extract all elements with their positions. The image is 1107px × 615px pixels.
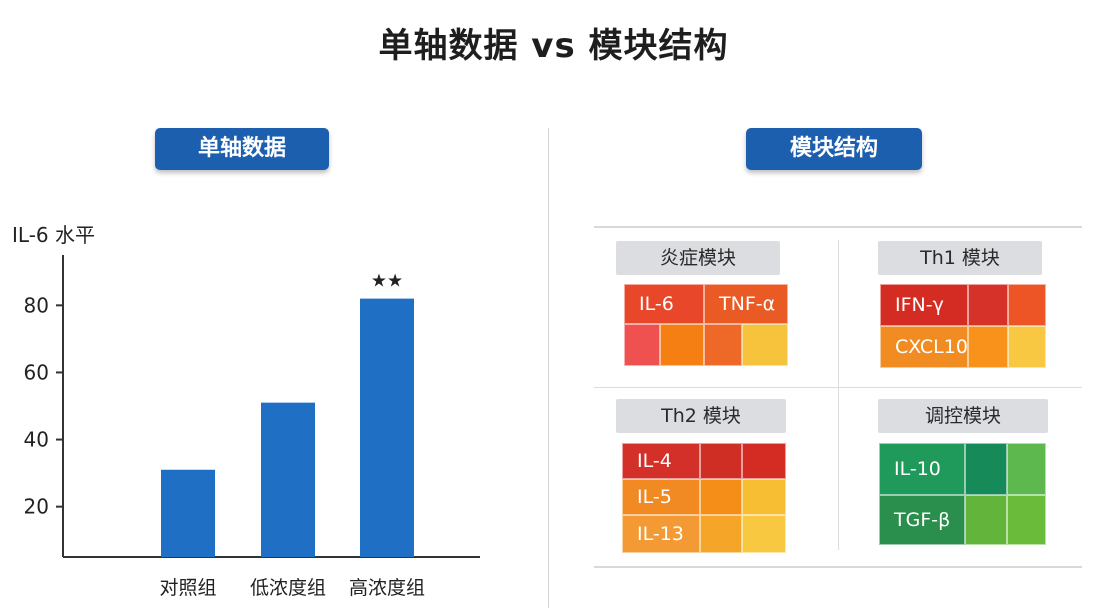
x-tick-label: 高浓度组 xyxy=(349,577,425,599)
x-tick-label: 低浓度组 xyxy=(250,577,326,599)
y-tick-label: 40 xyxy=(24,428,49,452)
heat-cell xyxy=(965,443,1007,495)
bar-1 xyxy=(161,469,215,557)
heat-cell xyxy=(704,324,742,366)
module-frame-bottom xyxy=(594,566,1082,568)
heat-cell xyxy=(1007,495,1046,545)
heat-cell xyxy=(660,324,704,366)
heat-cell xyxy=(700,479,742,515)
heat-cell xyxy=(1007,443,1046,495)
il6-bar-chart: IL-6 水平 20 40 60 80 对照组 低浓度组 高浓度组 ★★ xyxy=(12,223,480,599)
panel-divider xyxy=(548,128,549,608)
marker-cell: TNF-α xyxy=(704,284,788,324)
module-grid-vline xyxy=(838,240,839,550)
heat-cell xyxy=(624,324,660,366)
heat-cell xyxy=(742,443,786,479)
marker-cell: IL-6 xyxy=(624,284,704,324)
single-axis-label: 单轴数据 xyxy=(155,128,329,170)
heat-cell xyxy=(742,479,786,515)
marker-cell: IFN-γ xyxy=(880,284,968,326)
module-structure-label: 模块结构 xyxy=(746,128,922,170)
heat-cell xyxy=(742,515,786,553)
bar-2 xyxy=(261,402,315,557)
y-tick-label: 80 xyxy=(24,293,49,317)
y-tick-label: 20 xyxy=(24,495,49,519)
marker-cell: IL-10 xyxy=(879,443,965,495)
module-label: 炎症模块 xyxy=(616,241,780,275)
bar-3 xyxy=(360,298,414,557)
marker-cell: TGF-β xyxy=(879,495,965,545)
marker-cell: IL-5 xyxy=(622,479,700,515)
heat-cell xyxy=(700,443,742,479)
module-label: Th2 模块 xyxy=(616,399,786,433)
heat-cell xyxy=(968,326,1008,368)
heat-cell xyxy=(700,515,742,553)
heat-cell xyxy=(1008,326,1046,368)
y-tick-label: 60 xyxy=(24,360,49,384)
module-label: Th1 模块 xyxy=(878,241,1042,275)
page-title: 单轴数据 vs 模块结构 xyxy=(378,26,729,66)
marker-cell: IL-13 xyxy=(622,515,700,553)
module-label: 调控模块 xyxy=(878,399,1048,433)
marker-cell: IL-4 xyxy=(622,443,700,479)
y-axis-label: IL-6 水平 xyxy=(12,223,95,247)
heat-cell xyxy=(1008,284,1046,326)
module-frame-top xyxy=(594,226,1082,228)
heat-cell xyxy=(968,284,1008,326)
heat-cell xyxy=(965,495,1007,545)
x-tick-label: 对照组 xyxy=(159,577,216,599)
heat-cell xyxy=(742,324,788,366)
marker-cell: CXCL10 xyxy=(880,326,968,368)
significance-annotation: ★★ xyxy=(371,271,403,292)
